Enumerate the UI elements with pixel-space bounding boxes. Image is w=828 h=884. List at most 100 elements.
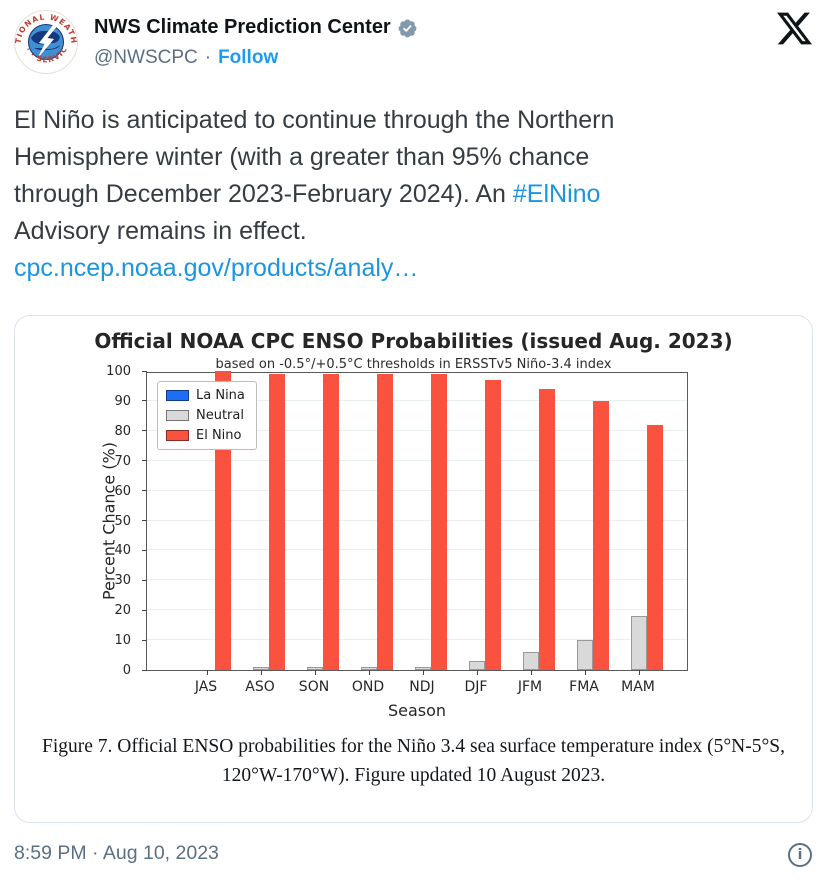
x-tick-mark (314, 670, 316, 675)
chart-legend: La Nina Neutral El Nino (157, 381, 257, 450)
y-tick-mark (142, 430, 147, 432)
tweet-line: through December 2023-February 2024). An… (14, 176, 806, 213)
timestamp[interactable]: 8:59 PM · Aug 10, 2023 (14, 842, 219, 864)
hashtag-link[interactable]: #ElNino (512, 180, 601, 208)
y-tick-mark (142, 549, 147, 551)
bar-el-nino-mam (647, 424, 663, 670)
tweet-text: El Niño is anticipated to continue throu… (14, 102, 806, 287)
y-tick-label: 10 (114, 633, 131, 649)
info-icon[interactable]: i (788, 843, 812, 867)
bar-neutral-djf (469, 661, 485, 670)
bar-neutral-fma (577, 640, 593, 670)
avatar[interactable]: NATIONAL WEATHER · · · SERVICE (14, 10, 78, 74)
y-tick-mark (142, 520, 147, 521)
bar-el-nino-jfm (539, 388, 555, 670)
gridline (147, 549, 687, 551)
gridline (147, 609, 687, 611)
x-tick-label: OND (351, 679, 385, 695)
x-tick-label: ASO (245, 679, 275, 695)
legend-swatch (166, 430, 189, 441)
bar-el-nino-ond (377, 374, 393, 670)
x-axis-label: Season (387, 701, 447, 720)
bar-neutral-mam (631, 616, 647, 670)
y-tick-mark (142, 669, 147, 671)
tweet-text-segment: Hemisphere winter (with a greater than 9… (14, 143, 590, 171)
verified-badge-icon (398, 19, 417, 38)
name-row: NWS Climate Prediction Center (94, 16, 418, 39)
tweet-line: Advisory remains in effect. (14, 213, 806, 250)
tweet-line: El Niño is anticipated to continue throu… (14, 102, 806, 139)
legend-swatch (166, 410, 189, 421)
bar-el-nino-djf (485, 379, 501, 670)
tweet-text-segment: through December 2023-February 2024). An (14, 180, 513, 208)
gridline (147, 519, 687, 521)
x-tick-mark (638, 670, 640, 675)
legend-label: Neutral (196, 408, 244, 423)
follow-button[interactable]: Follow (218, 47, 279, 68)
tweet-line: cpc.ncep.noaa.gov/products/analy… (14, 250, 806, 287)
bar-neutral-ndj (415, 667, 431, 670)
x-tick-label: JFM (517, 679, 543, 695)
bar-el-nino-ndj (431, 374, 447, 670)
y-tick-mark (142, 460, 147, 462)
bar-el-nino-fma (593, 400, 609, 670)
legend-item: La Nina (166, 388, 245, 403)
y-tick-label: 30 (114, 573, 131, 589)
legend-item: El Nino (166, 428, 245, 443)
gridline (147, 579, 687, 581)
url-link[interactable]: cpc.ncep.noaa.gov/products/analy… (14, 254, 419, 282)
x-tick-label: SON (298, 679, 330, 695)
bar-neutral-son (307, 667, 323, 670)
legend-item: Neutral (166, 408, 245, 423)
gridline (147, 459, 687, 461)
x-tick-mark (206, 670, 208, 675)
x-tick-mark (422, 670, 424, 675)
y-tick-mark (142, 609, 147, 611)
chart-title: Official NOAA CPC ENSO Probabilities (is… (94, 329, 733, 353)
x-tick-label: NDJ (409, 679, 435, 695)
x-tick-mark (368, 670, 370, 675)
gridline (147, 489, 687, 491)
tweet-text-segment: El Niño is anticipated to continue throu… (14, 106, 615, 134)
gridline (147, 399, 687, 401)
bar-el-nino-son (323, 374, 339, 670)
x-tick-label: JAS (194, 679, 218, 695)
tweet-text-segment: Advisory remains in effect. (14, 217, 307, 245)
legend-label: El Nino (196, 428, 242, 443)
caption-line-2: 120°W-170°W). Figure updated 10 August 2… (221, 765, 606, 786)
display-name[interactable]: NWS Climate Prediction Center (94, 16, 391, 38)
y-tick-label: 80 (114, 423, 131, 439)
y-tick-label: 60 (114, 483, 131, 499)
tweet-line: Hemisphere winter (with a greater than 9… (14, 139, 806, 176)
bar-neutral-jfm (523, 652, 539, 670)
y-tick-label: 0 (122, 663, 131, 678)
legend-swatch (166, 390, 189, 401)
y-tick-mark (142, 370, 147, 372)
chart-subtitle: based on -0.5°/+0.5°C thresholds in ERSS… (215, 357, 612, 372)
x-tick-mark (530, 670, 532, 675)
x-tick-mark (584, 670, 586, 675)
x-tick-label: DJF (464, 679, 488, 695)
y-tick-label: 40 (114, 543, 131, 559)
legend-label: La Nina (196, 388, 245, 403)
y-tick-mark (142, 490, 147, 492)
handle[interactable]: @NWSCPC (94, 47, 198, 68)
y-tick-label: 70 (114, 453, 131, 469)
x-tick-mark (260, 670, 262, 675)
x-tick-label: FMA (569, 679, 599, 695)
y-tick-mark (142, 639, 147, 641)
separator-dot: · (204, 47, 212, 68)
y-tick-label: 100 (106, 364, 131, 379)
y-tick-label: 90 (114, 393, 131, 409)
y-tick-label: 50 (114, 513, 131, 529)
y-tick-label: 20 (114, 603, 131, 619)
x-tick-mark (476, 670, 478, 675)
chart-card[interactable]: Official NOAA CPC ENSO Probabilities (is… (14, 315, 813, 823)
x-logo-icon[interactable] (777, 11, 812, 46)
handle-row: @NWSCPC · Follow (94, 47, 278, 69)
y-tick-mark (142, 400, 147, 402)
gridline (147, 639, 687, 641)
y-tick-mark (142, 579, 147, 581)
bar-neutral-ond (361, 667, 377, 670)
plot-area: La Nina Neutral El Nino (142, 370, 688, 675)
